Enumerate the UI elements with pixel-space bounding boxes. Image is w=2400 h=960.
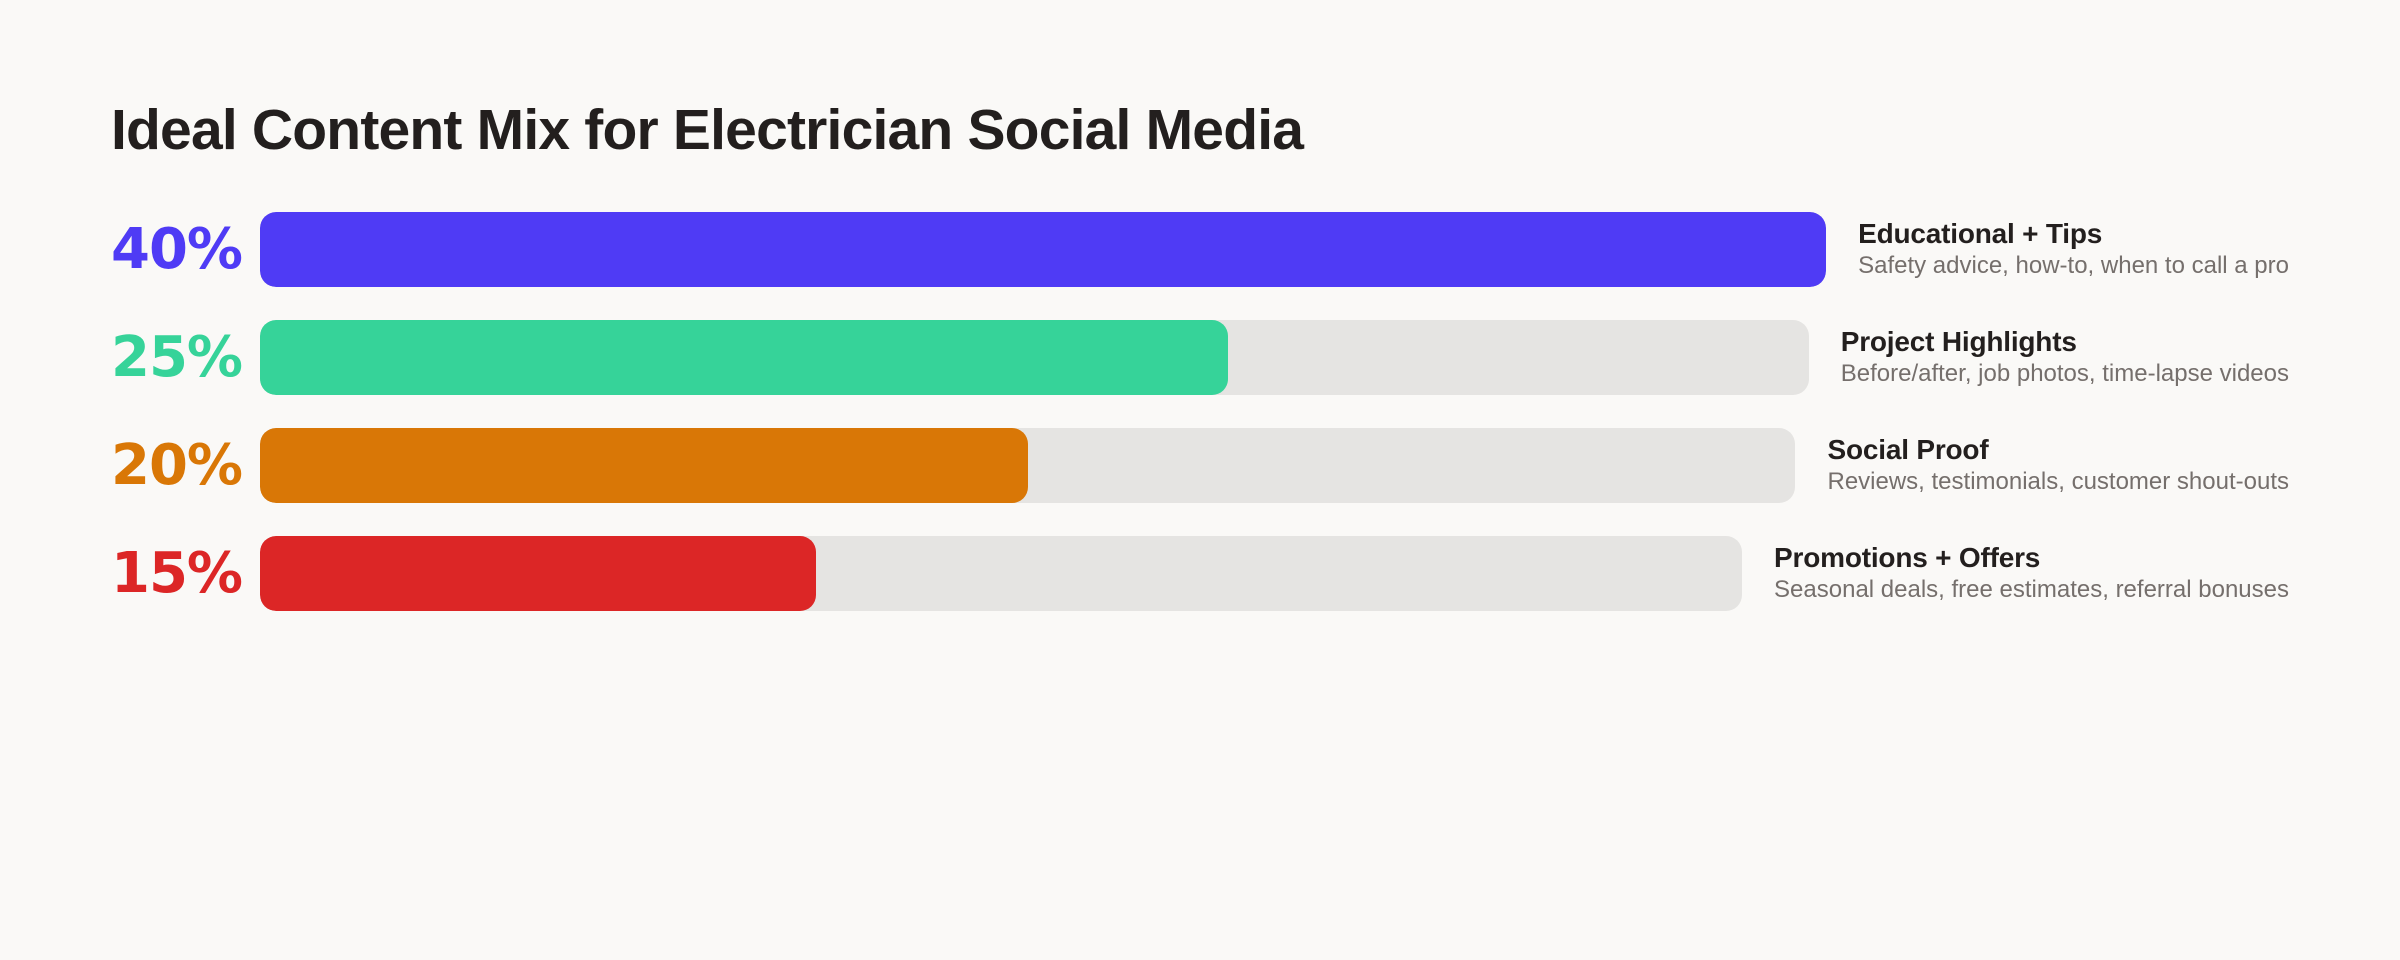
percent-label: 20%	[111, 433, 243, 498]
category-description: Reviews, testimonials, customer shout-ou…	[1827, 468, 2289, 495]
bar-fill	[260, 428, 1028, 503]
category-title: Social Proof	[1827, 434, 1989, 465]
bar-track	[260, 428, 1796, 503]
percent-label: 40%	[111, 217, 243, 282]
bar-track	[260, 212, 1827, 287]
category-title: Educational + Tips	[1858, 218, 2103, 249]
category-label: Promotions + Offers Seasonal deals, free…	[1774, 542, 2289, 605]
category-description: Seasonal deals, free estimates, referral…	[1774, 576, 2289, 603]
percent-label: 15%	[111, 541, 243, 606]
bar-fill	[260, 320, 1228, 395]
bar-row-social-proof: 20% Social Proof Reviews, testimonials, …	[111, 428, 2289, 503]
chart-title: Ideal Content Mix for Electrician Social…	[111, 98, 1304, 162]
bar-row-educational: 40% Educational + Tips Safety advice, ho…	[111, 212, 2289, 287]
category-description: Safety advice, how-to, when to call a pr…	[1858, 252, 2289, 279]
category-title: Project Highlights	[1840, 326, 2077, 357]
bar-row-promotions: 15% Promotions + Offers Seasonal deals, …	[111, 536, 2289, 611]
percent-label: 25%	[111, 325, 243, 390]
bar-track	[260, 320, 1809, 395]
bar-fill	[260, 212, 1827, 287]
category-label: Project Highlights Before/after, job pho…	[1841, 326, 2289, 389]
content-mix-bars: 40% Educational + Tips Safety advice, ho…	[111, 212, 2289, 644]
category-title: Promotions + Offers	[1774, 542, 2041, 573]
category-description: Before/after, job photos, time-lapse vid…	[1840, 360, 2289, 387]
bar-row-project-highlights: 25% Project Highlights Before/after, job…	[111, 320, 2289, 395]
category-label: Educational + Tips Safety advice, how-to…	[1858, 218, 2289, 281]
category-label: Social Proof Reviews, testimonials, cust…	[1827, 434, 2289, 497]
bar-track	[260, 536, 1743, 611]
bar-fill	[260, 536, 816, 611]
